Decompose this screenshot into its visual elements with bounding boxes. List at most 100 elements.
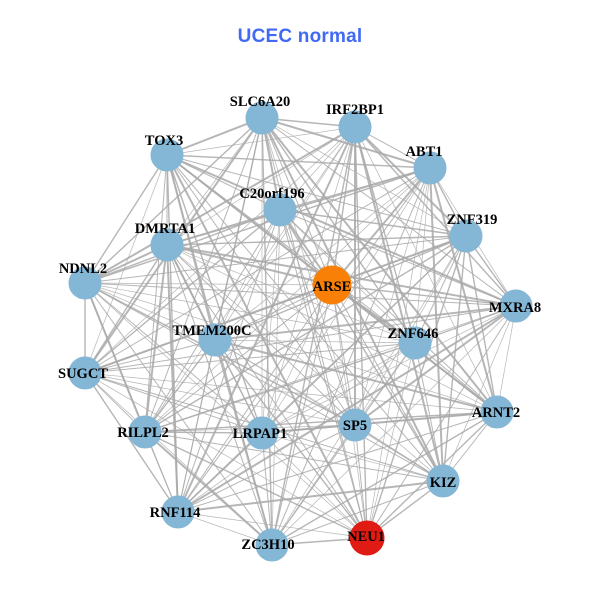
node-label-sp5: SP5 bbox=[343, 418, 367, 434]
network-edge bbox=[84, 167, 431, 284]
network-edge bbox=[177, 480, 444, 513]
network-edge bbox=[279, 209, 467, 237]
node-label-mxra8: MXRA8 bbox=[489, 300, 541, 316]
network-edge bbox=[84, 126, 356, 374]
network-edge bbox=[261, 305, 517, 434]
network-edge bbox=[144, 431, 368, 539]
network-node-mxra8[interactable] bbox=[499, 289, 533, 323]
network-node-dmrta1[interactable] bbox=[150, 228, 184, 262]
node-label-lrpap1: LRPAP1 bbox=[233, 426, 288, 442]
network-edge bbox=[331, 284, 517, 307]
network-node-arse[interactable] bbox=[312, 265, 352, 305]
network-edge bbox=[261, 432, 368, 539]
network-edge bbox=[271, 424, 356, 546]
page-title: UCEC normal bbox=[237, 26, 363, 47]
network-edge bbox=[331, 167, 431, 286]
network-node-slc6a20[interactable] bbox=[245, 101, 279, 135]
network-edge bbox=[177, 411, 498, 513]
network-edge bbox=[177, 511, 368, 539]
network-edge bbox=[354, 126, 416, 344]
network-edge bbox=[84, 209, 281, 374]
edge-layer bbox=[84, 117, 517, 546]
network-edge bbox=[166, 209, 281, 246]
network-edge bbox=[166, 154, 263, 434]
node-label-dmrta1: DMRTA1 bbox=[135, 221, 195, 237]
network-node-tmem200c[interactable] bbox=[198, 323, 232, 357]
network-node-abt1[interactable] bbox=[413, 151, 447, 185]
network-node-neu1[interactable] bbox=[349, 520, 385, 556]
network-edge bbox=[144, 431, 263, 434]
network-edge bbox=[271, 167, 431, 546]
network-edge bbox=[496, 305, 517, 413]
node-label-arnt2: ARNT2 bbox=[472, 405, 520, 421]
network-edge bbox=[279, 209, 356, 426]
network-node-sugct[interactable] bbox=[68, 356, 102, 390]
network-edge bbox=[177, 284, 333, 513]
network-edge bbox=[214, 339, 498, 413]
network-edge bbox=[144, 154, 168, 433]
network-edge bbox=[261, 117, 517, 307]
network-node-kiz[interactable] bbox=[426, 464, 460, 498]
network-edge bbox=[144, 431, 273, 546]
network-edge bbox=[84, 126, 356, 284]
network-edge bbox=[166, 244, 498, 413]
network-edge bbox=[84, 372, 368, 539]
network-edge bbox=[354, 305, 517, 426]
network-edge bbox=[214, 209, 281, 341]
network-edge bbox=[84, 339, 216, 374]
network-edge bbox=[84, 282, 216, 341]
network-edge bbox=[261, 117, 416, 344]
network-node-ndnl2[interactable] bbox=[68, 266, 102, 300]
network-edge bbox=[144, 284, 333, 433]
network-edge bbox=[84, 282, 263, 434]
network-edge bbox=[84, 282, 333, 286]
network-node-zc3h10[interactable] bbox=[255, 528, 289, 562]
network-edge bbox=[214, 305, 517, 341]
network-edge bbox=[271, 235, 467, 546]
network-node-rnf114[interactable] bbox=[161, 495, 195, 529]
network-edge bbox=[166, 154, 467, 237]
network-edge bbox=[414, 235, 467, 344]
network-edge bbox=[331, 284, 356, 426]
network-edge bbox=[84, 282, 517, 307]
network-edge bbox=[271, 411, 498, 546]
network-edge bbox=[366, 305, 517, 539]
network-edge bbox=[84, 282, 498, 413]
network-edge bbox=[261, 432, 444, 482]
network-edge bbox=[84, 282, 273, 546]
network-edge bbox=[144, 431, 444, 482]
network-edge bbox=[261, 117, 356, 426]
network-edge bbox=[261, 432, 273, 546]
network-edge bbox=[414, 342, 444, 482]
network-node-znf319[interactable] bbox=[449, 219, 483, 253]
network-edge bbox=[177, 432, 263, 513]
network-node-c20orf196[interactable] bbox=[263, 193, 297, 227]
network-edge bbox=[166, 154, 444, 482]
network-edge bbox=[166, 154, 517, 307]
network-node-lrpap1[interactable] bbox=[245, 416, 279, 450]
network-edge bbox=[144, 411, 498, 433]
node-label-sugct: SUGCT bbox=[58, 366, 108, 382]
network-node-rilpl2[interactable] bbox=[128, 415, 162, 449]
node-label-neu1: NEU1 bbox=[347, 529, 385, 545]
network-edge bbox=[84, 372, 179, 513]
node-label-rnf114: RNF114 bbox=[150, 505, 201, 521]
node-label-zc3h10: ZC3H10 bbox=[241, 537, 294, 553]
node-label-znf319: ZNF319 bbox=[447, 212, 498, 228]
network-node-znf646[interactable] bbox=[398, 326, 432, 360]
network-node-tox3[interactable] bbox=[150, 138, 184, 172]
network-edge bbox=[354, 126, 517, 307]
network-edge bbox=[84, 305, 517, 374]
network-edge bbox=[414, 305, 517, 344]
network-edge bbox=[166, 126, 356, 156]
network-node-arnt2[interactable] bbox=[480, 395, 514, 429]
network-edge bbox=[354, 126, 467, 237]
network-edge bbox=[84, 372, 263, 434]
network-edge bbox=[177, 339, 216, 513]
network-node-sp5[interactable] bbox=[338, 408, 372, 442]
network-edge bbox=[84, 372, 498, 413]
network-edge bbox=[177, 511, 273, 546]
network-node-irf2bp1[interactable] bbox=[338, 110, 372, 144]
network-edge bbox=[271, 305, 517, 546]
